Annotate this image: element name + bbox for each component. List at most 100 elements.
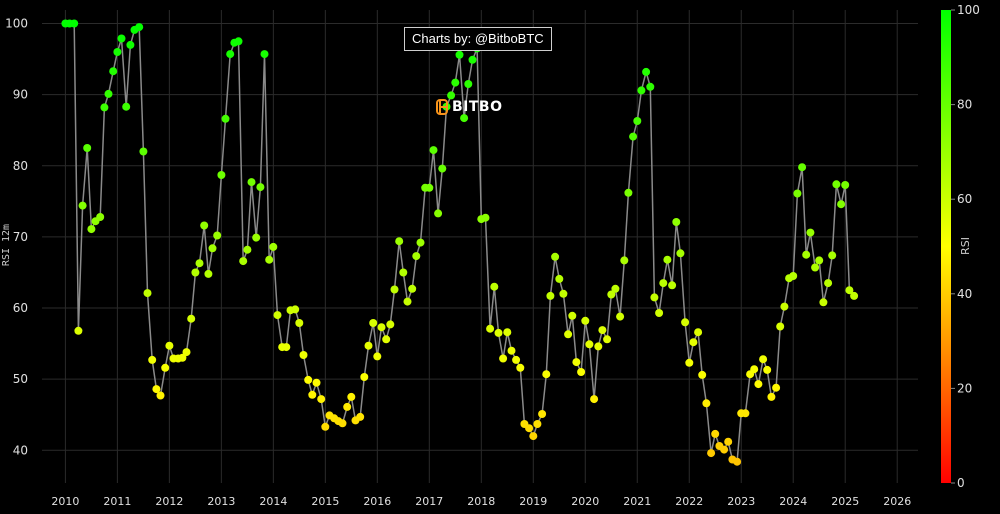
data-point[interactable] — [70, 19, 79, 28]
data-point[interactable] — [824, 279, 833, 288]
data-point[interactable] — [603, 335, 612, 344]
data-point[interactable] — [529, 432, 538, 441]
data-point[interactable] — [490, 282, 499, 291]
data-point[interactable] — [434, 209, 443, 218]
data-point[interactable] — [837, 200, 846, 209]
data-point[interactable] — [135, 23, 144, 32]
data-point[interactable] — [360, 373, 369, 381]
data-point[interactable] — [369, 319, 378, 327]
data-point[interactable] — [460, 114, 469, 123]
data-point[interactable] — [252, 233, 261, 242]
data-point[interactable] — [156, 391, 165, 400]
data-point[interactable] — [256, 183, 265, 192]
data-point[interactable] — [165, 341, 174, 350]
data-point[interactable] — [616, 312, 625, 321]
data-point[interactable] — [347, 392, 356, 401]
data-point[interactable] — [594, 342, 603, 351]
data-point[interactable] — [464, 80, 473, 88]
data-point[interactable] — [767, 392, 776, 401]
data-point[interactable] — [191, 268, 200, 277]
data-point[interactable] — [403, 297, 412, 306]
data-point[interactable] — [178, 353, 187, 362]
data-point[interactable] — [577, 368, 586, 376]
data-point[interactable] — [629, 132, 638, 141]
data-point[interactable] — [763, 365, 772, 374]
data-point[interactable] — [265, 255, 274, 264]
data-point[interactable] — [841, 181, 850, 189]
data-point[interactable] — [269, 242, 278, 251]
data-point[interactable] — [720, 445, 729, 454]
data-point[interactable] — [247, 178, 256, 187]
data-point[interactable] — [525, 424, 534, 433]
data-point[interactable] — [780, 302, 789, 311]
data-point[interactable] — [152, 385, 161, 394]
data-point[interactable] — [832, 180, 841, 189]
data-point[interactable] — [213, 231, 222, 240]
data-point[interactable] — [161, 363, 170, 372]
data-point[interactable] — [624, 188, 633, 197]
data-point[interactable] — [317, 395, 326, 404]
data-point[interactable] — [468, 55, 477, 64]
data-point[interactable] — [321, 422, 330, 431]
data-point[interactable] — [399, 268, 408, 277]
data-point[interactable] — [750, 365, 759, 374]
data-point[interactable] — [507, 346, 516, 355]
data-point[interactable] — [282, 343, 291, 352]
data-point[interactable] — [538, 410, 547, 418]
data-point[interactable] — [455, 50, 464, 59]
data-point[interactable] — [772, 383, 781, 392]
data-point[interactable] — [481, 213, 490, 222]
data-point[interactable] — [377, 323, 386, 332]
data-point[interactable] — [382, 335, 391, 344]
data-point[interactable] — [650, 293, 659, 302]
data-point[interactable] — [148, 355, 157, 364]
data-point[interactable] — [87, 225, 96, 234]
data-point[interactable] — [438, 164, 447, 173]
data-point[interactable] — [187, 314, 196, 323]
data-point[interactable] — [806, 228, 815, 237]
data-point[interactable] — [581, 316, 590, 325]
data-point[interactable] — [845, 286, 854, 295]
data-point[interactable] — [590, 395, 599, 404]
data-point[interactable] — [386, 320, 395, 329]
data-point[interactable] — [113, 48, 122, 56]
data-point[interactable] — [555, 274, 564, 283]
data-point[interactable] — [759, 355, 768, 364]
data-point[interactable] — [356, 412, 365, 421]
data-point[interactable] — [598, 326, 607, 335]
data-point[interactable] — [516, 363, 525, 372]
data-point[interactable] — [96, 213, 105, 221]
data-point[interactable] — [195, 259, 204, 268]
data-point[interactable] — [100, 103, 109, 112]
data-point[interactable] — [338, 419, 347, 428]
data-point[interactable] — [234, 37, 243, 46]
data-point[interactable] — [607, 290, 616, 299]
data-point[interactable] — [711, 429, 720, 438]
data-point[interactable] — [811, 263, 820, 272]
data-point[interactable] — [702, 399, 711, 408]
data-point[interactable] — [312, 378, 321, 387]
data-point[interactable] — [83, 144, 92, 152]
data-point[interactable] — [429, 146, 438, 155]
data-point[interactable] — [815, 256, 824, 265]
data-point[interactable] — [217, 171, 226, 179]
data-point[interactable] — [412, 252, 421, 261]
data-point[interactable] — [208, 244, 217, 253]
data-point[interactable] — [122, 102, 131, 111]
data-point[interactable] — [668, 281, 677, 290]
data-point[interactable] — [551, 252, 560, 261]
data-point[interactable] — [416, 238, 425, 247]
data-point[interactable] — [243, 245, 252, 254]
data-point[interactable] — [819, 298, 828, 307]
data-point[interactable] — [655, 309, 664, 317]
data-point[interactable] — [221, 114, 230, 123]
data-point[interactable] — [564, 330, 573, 339]
data-point[interactable] — [793, 189, 802, 198]
data-point[interactable] — [425, 183, 434, 192]
data-point[interactable] — [698, 370, 707, 379]
data-point[interactable] — [78, 201, 87, 210]
data-point[interactable] — [503, 328, 512, 337]
data-point[interactable] — [611, 284, 620, 293]
data-point[interactable] — [364, 341, 373, 350]
data-point[interactable] — [143, 289, 152, 298]
